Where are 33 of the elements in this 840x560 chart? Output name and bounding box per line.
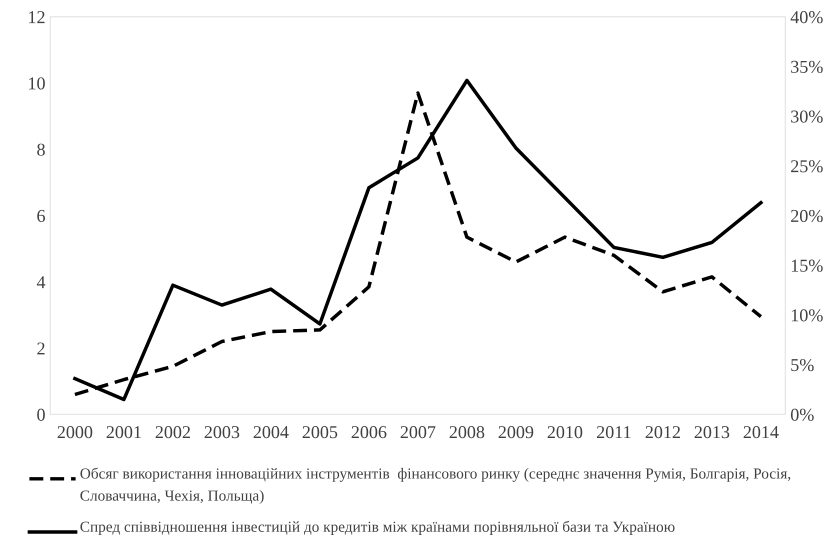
x-tick-label: 2012 bbox=[646, 426, 680, 438]
y2-tick-label: 20% bbox=[791, 210, 823, 222]
y-tick-label: 6 bbox=[37, 210, 45, 222]
x-tick-label: 2003 bbox=[204, 426, 240, 438]
y2-tick-label: 40% bbox=[790, 11, 823, 24]
x-tick-label: 2004 bbox=[254, 426, 289, 438]
y2-tick-label: 0% bbox=[790, 408, 814, 421]
x-tick-label: 2013 bbox=[694, 426, 730, 438]
y2-tick-label: 5% bbox=[791, 358, 814, 372]
legend-label: Спред співвідношення інвестицій до кредитів між країнами порівняльної бази та Україною bbox=[80, 520, 675, 535]
y2-tick-label: 25% bbox=[791, 160, 823, 172]
x-tick-label: 2006 bbox=[352, 426, 386, 438]
x-tick-label: 2002 bbox=[156, 426, 190, 438]
y-tick-label: 2 bbox=[37, 342, 45, 354]
y2-tick-label: 10% bbox=[792, 309, 823, 322]
x-tick-label: 2014 bbox=[744, 426, 779, 438]
x-tick-label: 2000 bbox=[58, 426, 92, 438]
x-tick-label: 2010 bbox=[548, 426, 582, 438]
x-tick-label: 2001 bbox=[106, 426, 141, 438]
y2-tick-label: 35% bbox=[791, 60, 823, 73]
x-tick-label: 2009 bbox=[498, 426, 534, 438]
y2-tick-label: 30% bbox=[791, 110, 823, 123]
y-tick-label: 8 bbox=[37, 144, 45, 156]
legend-label: Обсяг використання інноваційних інструментів фінансового ринку (середнє значення Румія, Болгарія, Росія, Словаччина, Чехія, Польща) bbox=[80, 468, 790, 504]
y-tick-label: 0 bbox=[37, 408, 45, 421]
x-tick-label: 2007 bbox=[400, 426, 436, 438]
y-tick-label: 12 bbox=[29, 11, 45, 24]
x-tick-label: 2011 bbox=[596, 426, 631, 438]
y2-tick-label: 15% bbox=[792, 260, 823, 272]
y-tick-label: 10 bbox=[29, 77, 45, 90]
y-tick-label: 4 bbox=[36, 276, 46, 288]
x-tick-label: 2008 bbox=[450, 426, 484, 438]
x-tick-label: 2005 bbox=[302, 426, 338, 438]
